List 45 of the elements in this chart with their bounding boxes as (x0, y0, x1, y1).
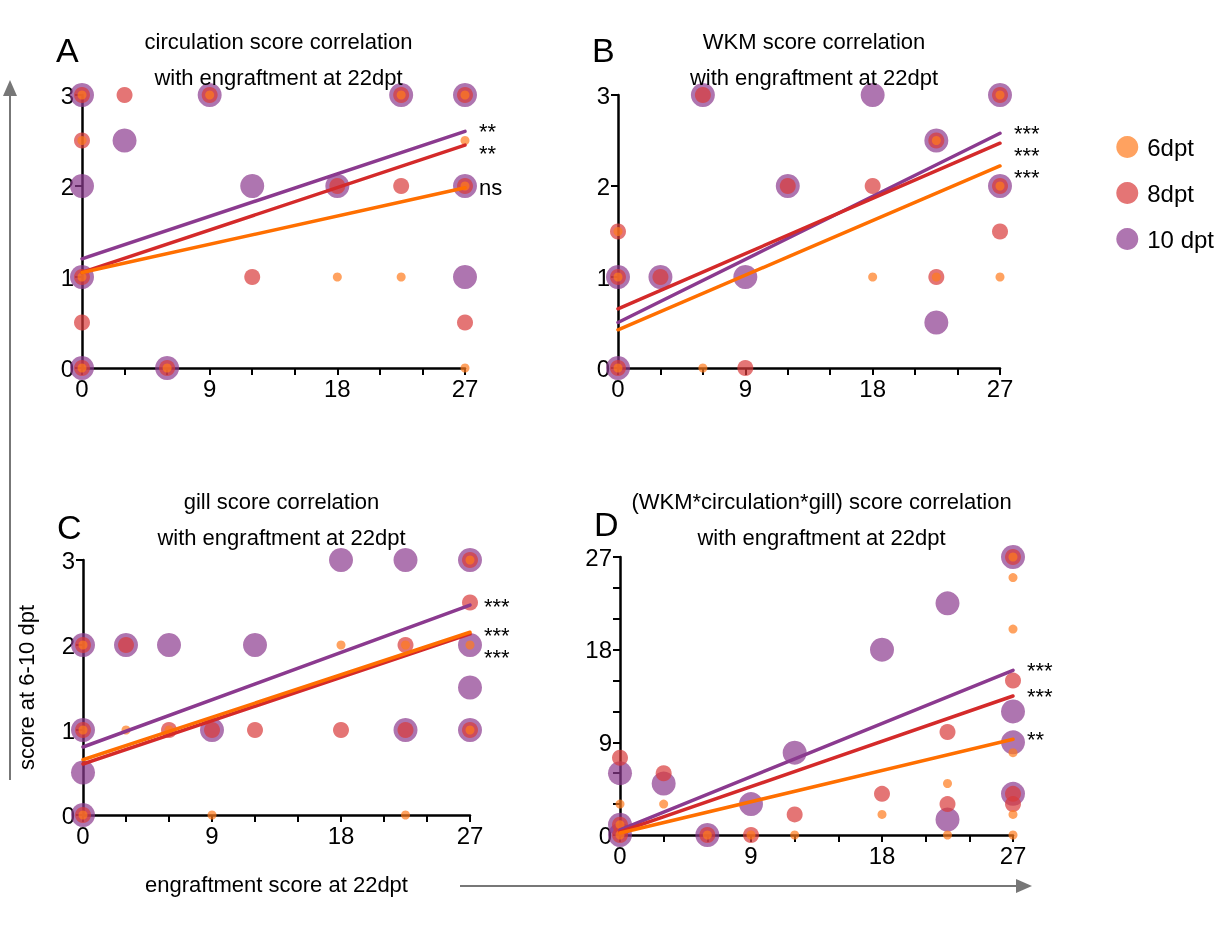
x-tick-label: 27 (999, 841, 1027, 869)
y-tick-label: 1 (60, 263, 74, 291)
text: ns (479, 175, 503, 201)
x-tick-label: 9 (744, 841, 758, 869)
y-tick-label: 9 (598, 728, 612, 756)
y-tick-label: 27 (585, 543, 612, 571)
y-tick-label: 0 (60, 354, 74, 382)
text: A (56, 31, 79, 69)
chart-title: gill score correlation with engraftment at 22dpt (156, 488, 406, 550)
y-tick-label: 2 (60, 172, 74, 200)
x-tick-label: 27 (986, 374, 1014, 402)
x-tick-label: 18 (859, 374, 887, 402)
x-tick-label: 27 (451, 374, 479, 402)
x-tick-label: 9 (205, 821, 219, 849)
y-axis-title: score at 6-10 dpt (13, 604, 39, 771)
x-tick-label: 18 (327, 821, 355, 849)
y-tick-label: 18 (585, 636, 612, 664)
legend-label: 8dpt (1147, 179, 1195, 207)
y-tick-label: 1 (596, 263, 610, 291)
text: *** (484, 594, 511, 620)
y-tick-label: 3 (60, 81, 74, 109)
x-tick-label: 18 (868, 841, 896, 869)
text: *** (1027, 683, 1054, 709)
chart-title: (WKM*circulation*gill) score correlation with engraftment at 22dpt (631, 488, 1012, 550)
x-tick-label: 9 (202, 374, 217, 402)
x-tick-label: 9 (738, 374, 753, 402)
y-tick-label: 2 (596, 172, 610, 200)
legend-label: 6dpt (1147, 133, 1195, 161)
x-axis-title: engraftment score at 22dpt (145, 871, 408, 897)
chart-title: WKM score correlation with engraftment at 22dpt (688, 28, 939, 90)
y-tick-label: 3 (61, 546, 75, 574)
legend-label: 10 dpt (1147, 225, 1215, 253)
y-tick-label: 0 (61, 801, 75, 829)
text: B (592, 31, 615, 69)
y-tick-label: 3 (596, 81, 610, 109)
y-tick-label: 0 (596, 354, 610, 382)
y-tick-label: 1 (61, 716, 75, 744)
x-tick-label: 27 (456, 821, 484, 849)
x-tick-label: 18 (323, 374, 351, 402)
chart-title: circulation score correlation with engraftment at 22dpt (144, 28, 413, 90)
y-tick-label: 2 (61, 631, 75, 659)
text: D (594, 505, 619, 543)
text: C (57, 508, 82, 546)
text: ** (1027, 726, 1045, 752)
text: *** (1027, 657, 1054, 683)
